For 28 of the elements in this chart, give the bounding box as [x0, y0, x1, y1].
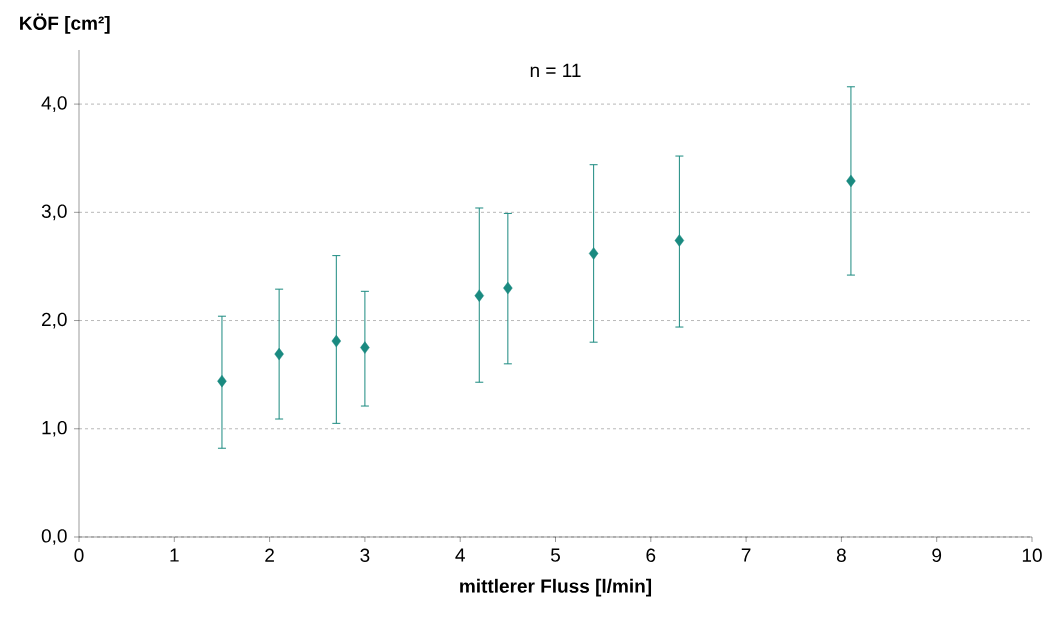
point [360, 341, 370, 354]
x-tick-label: 5 [550, 548, 560, 562]
x-tick-label: 9 [932, 548, 942, 562]
point [674, 234, 685, 247]
x-tick-label: 7 [741, 548, 751, 562]
y-tick-label: 0,0 [41, 529, 67, 545]
y-tick-label: 3,0 [41, 204, 67, 221]
x-tick-label: 2 [265, 548, 274, 562]
x-tick-label: 3 [360, 548, 370, 562]
point [331, 334, 342, 348]
x-axis-title: mittlerer Fluss [l/min] [460, 578, 652, 597]
point [846, 174, 856, 188]
x-tick-label: 0 [74, 548, 84, 562]
y-axis-title: KÖF [cm²] [20, 13, 110, 34]
x-tick-label: 6 [646, 548, 656, 562]
x-tick-label: 4 [455, 548, 465, 562]
annotation: n = 11 [530, 63, 581, 77]
point [474, 289, 484, 302]
point [217, 374, 227, 388]
point [588, 247, 599, 260]
point [503, 281, 513, 295]
x-tick-label: 8 [836, 548, 846, 562]
x-tick-label: 10 [1022, 548, 1042, 562]
point [274, 347, 284, 361]
x-tick-label: 1 [170, 548, 179, 562]
y-tick-label: 1,0 [42, 420, 67, 437]
y-tick-label: 2,0 [42, 312, 67, 329]
y-tick-label: 4,0 [41, 96, 67, 112]
